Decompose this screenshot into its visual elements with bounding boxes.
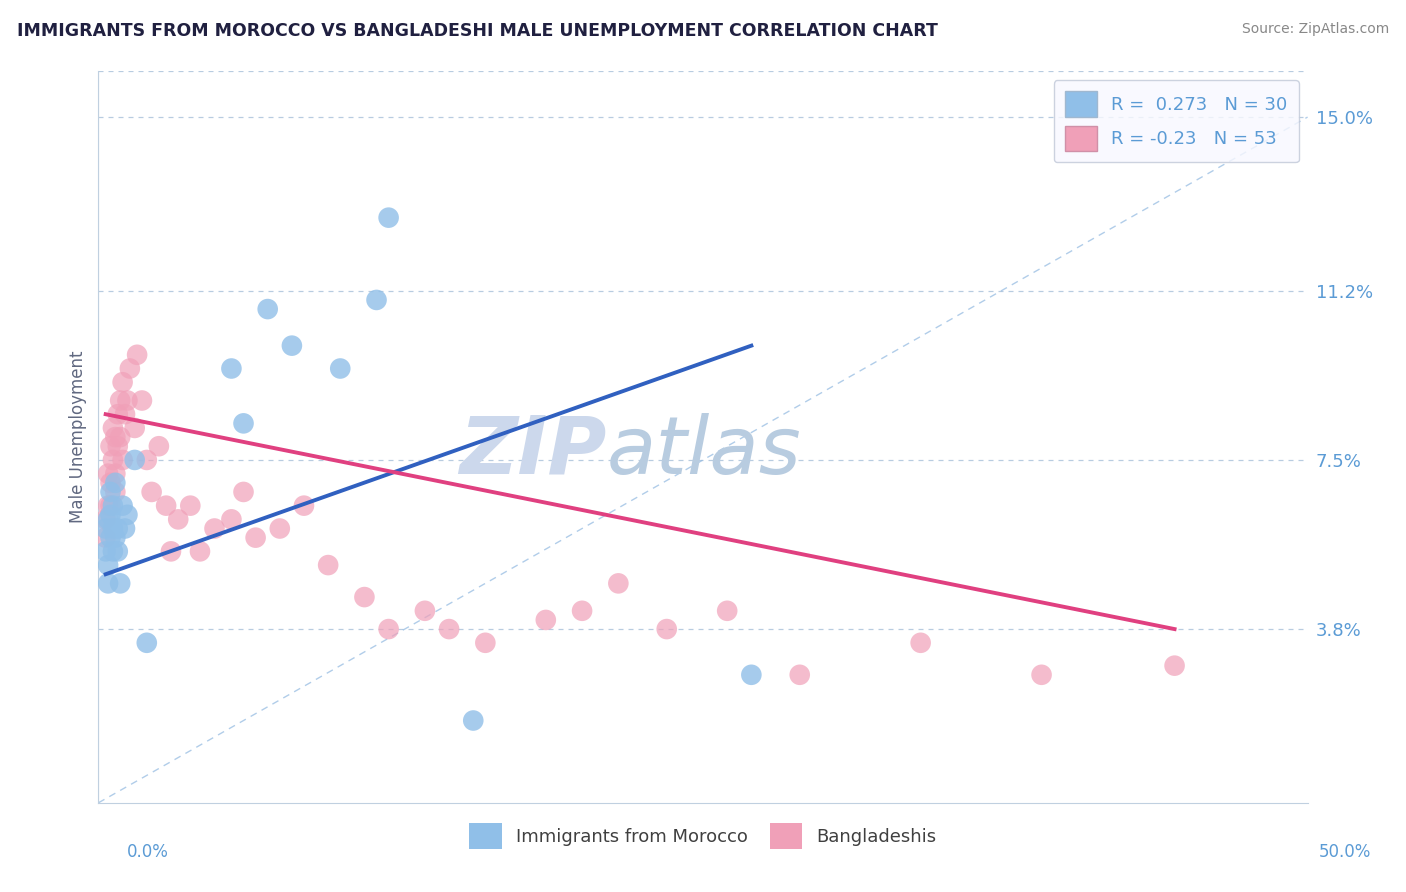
Legend: Immigrants from Morocco, Bangladeshis: Immigrants from Morocco, Bangladeshis [463,816,943,856]
Point [188,544,211,558]
Point [124,453,146,467]
Point [740,667,762,681]
Point [571,604,593,618]
Point [111,376,134,390]
Point [135,453,157,467]
Text: 50.0%: 50.0% [1319,843,1371,861]
Point [101,453,124,467]
Point [221,512,243,526]
Point [101,421,124,435]
Point [316,558,339,573]
Point [131,393,153,408]
Point [135,636,157,650]
Point [607,576,630,591]
Point [463,714,485,728]
Point [107,407,129,421]
Point [1163,658,1185,673]
Point [160,544,183,558]
Point [108,393,131,408]
Point [127,348,149,362]
Point [117,508,139,522]
Point [101,499,124,513]
Point [107,544,129,558]
Y-axis label: Male Unemployment: Male Unemployment [69,351,87,524]
Point [100,485,122,500]
Point [114,521,136,535]
Point [245,531,267,545]
Point [232,485,254,500]
Text: Source: ZipAtlas.com: Source: ZipAtlas.com [1241,22,1389,37]
Text: 0.0%: 0.0% [127,843,169,861]
Point [269,521,291,535]
Point [281,338,304,352]
Point [292,499,315,513]
Point [108,576,131,591]
Point [1031,667,1053,681]
Point [94,512,117,526]
Point [101,521,124,535]
Point [100,439,122,453]
Point [437,622,460,636]
Point [100,508,122,522]
Point [101,544,124,558]
Text: atlas: atlas [606,413,801,491]
Point [155,499,177,513]
Point [97,467,120,481]
Point [204,521,226,535]
Point [232,417,254,431]
Point [104,467,127,481]
Point [100,499,122,513]
Point [329,361,352,376]
Point [104,430,127,444]
Point [104,485,127,500]
Point [353,590,375,604]
Point [111,453,134,467]
Point [100,475,122,490]
Point [114,407,136,421]
Text: ZIP: ZIP [458,413,606,491]
Point [107,439,129,453]
Point [100,531,122,545]
Point [148,439,170,453]
Point [97,499,120,513]
Point [104,531,127,545]
Point [94,521,117,535]
Point [534,613,557,627]
Point [221,361,243,376]
Point [366,293,388,307]
Point [716,604,738,618]
Point [413,604,436,618]
Point [94,531,117,545]
Point [107,521,129,535]
Point [789,667,811,681]
Point [111,499,134,513]
Point [167,512,190,526]
Point [118,361,141,376]
Point [256,302,278,317]
Point [474,636,496,650]
Point [179,499,201,513]
Point [104,475,127,490]
Point [124,421,146,435]
Point [97,576,120,591]
Point [655,622,678,636]
Point [910,636,932,650]
Text: IMMIGRANTS FROM MOROCCO VS BANGLADESHI MALE UNEMPLOYMENT CORRELATION CHART: IMMIGRANTS FROM MOROCCO VS BANGLADESHI M… [17,22,938,40]
Point [108,430,131,444]
Point [97,558,120,573]
Point [117,393,139,408]
Point [377,622,399,636]
Point [141,485,163,500]
Point [94,544,117,558]
Point [377,211,399,225]
Point [97,512,120,526]
